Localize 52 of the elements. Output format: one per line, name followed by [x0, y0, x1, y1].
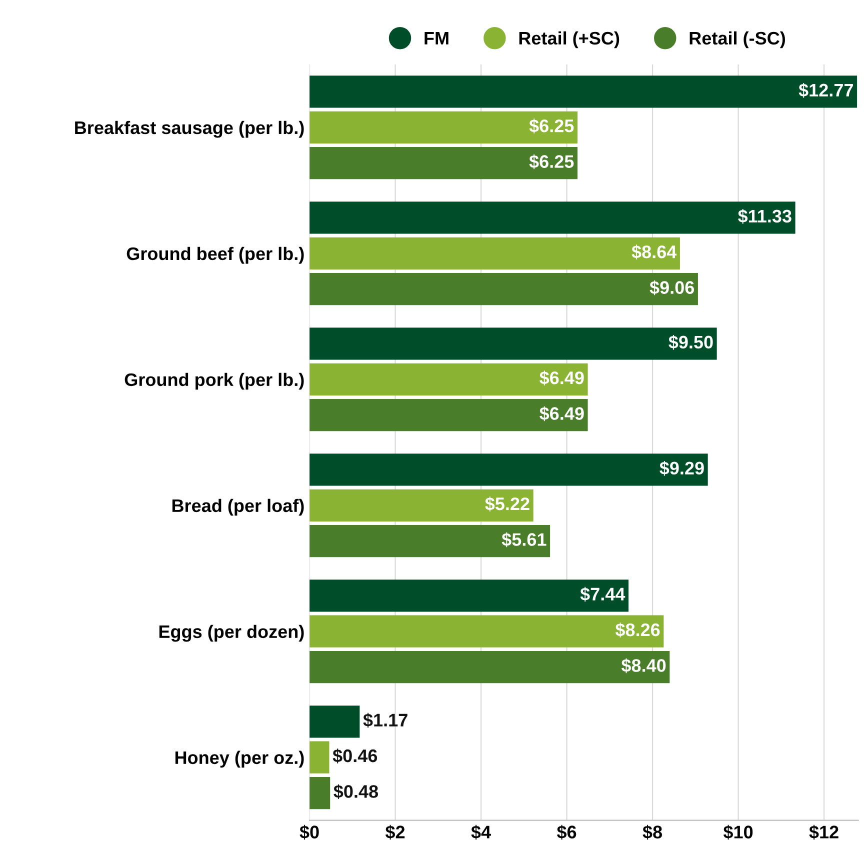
- data-label: $12.77: [798, 82, 853, 98]
- y-tick-label: Eggs (per dozen): [159, 624, 304, 642]
- bar: [310, 273, 698, 306]
- data-label: $0.48: [334, 784, 378, 800]
- data-label: $9.50: [668, 334, 713, 350]
- data-label: $9.29: [660, 460, 704, 476]
- data-label: $6.25: [529, 118, 574, 134]
- y-tick-label: Breakfast sausage (per lb.): [75, 120, 304, 138]
- legend-label: Retail (+SC): [519, 31, 620, 48]
- data-label: $0.46: [332, 748, 378, 764]
- bar: [310, 525, 550, 558]
- legend-label: FM: [424, 32, 448, 44]
- bar: [310, 741, 330, 774]
- bar: [310, 706, 360, 738]
- y-tick-label: Bread (per loaf): [172, 498, 304, 516]
- data-label: $8.40: [621, 658, 666, 674]
- bar: [310, 651, 670, 684]
- bar: [310, 76, 858, 108]
- x-tick-label: $2: [385, 824, 405, 840]
- bar: [310, 399, 588, 432]
- bar: [310, 147, 578, 180]
- data-label: $1.17: [363, 712, 408, 728]
- x-tick-label: $12: [809, 824, 838, 840]
- bar: [310, 615, 664, 648]
- bar: [310, 776, 330, 810]
- y-tick-label: Honey (per oz.): [175, 750, 304, 768]
- data-label: $5.22: [485, 496, 530, 512]
- bar: [310, 489, 534, 522]
- x-tick-label: $0: [300, 824, 319, 840]
- bar: [310, 580, 629, 612]
- x-tick-label: $4: [471, 824, 491, 840]
- data-label: $11.33: [738, 208, 792, 224]
- x-tick-label: $10: [723, 824, 753, 840]
- bar: [310, 111, 578, 144]
- data-label: $8.26: [615, 622, 660, 638]
- bar: [310, 237, 680, 270]
- bar: [310, 202, 796, 234]
- data-label: $9.06: [650, 280, 694, 296]
- data-label: $6.25: [529, 154, 574, 170]
- legend-label: Retail (-SC): [690, 31, 786, 48]
- bar: [310, 363, 588, 396]
- data-label: $5.61: [502, 532, 546, 548]
- x-tick-label: $6: [556, 824, 576, 840]
- bar: [310, 454, 708, 486]
- data-label: $8.64: [632, 244, 677, 260]
- x-tick-label: $8: [642, 824, 662, 840]
- y-tick-label: Ground pork (per lb.): [124, 372, 304, 390]
- y-tick-label: Ground beef (per lb.): [126, 246, 304, 264]
- data-label: $6.49: [540, 406, 584, 422]
- data-label: $7.44: [580, 586, 626, 602]
- bar: [310, 328, 717, 360]
- data-label: $6.49: [540, 370, 584, 386]
